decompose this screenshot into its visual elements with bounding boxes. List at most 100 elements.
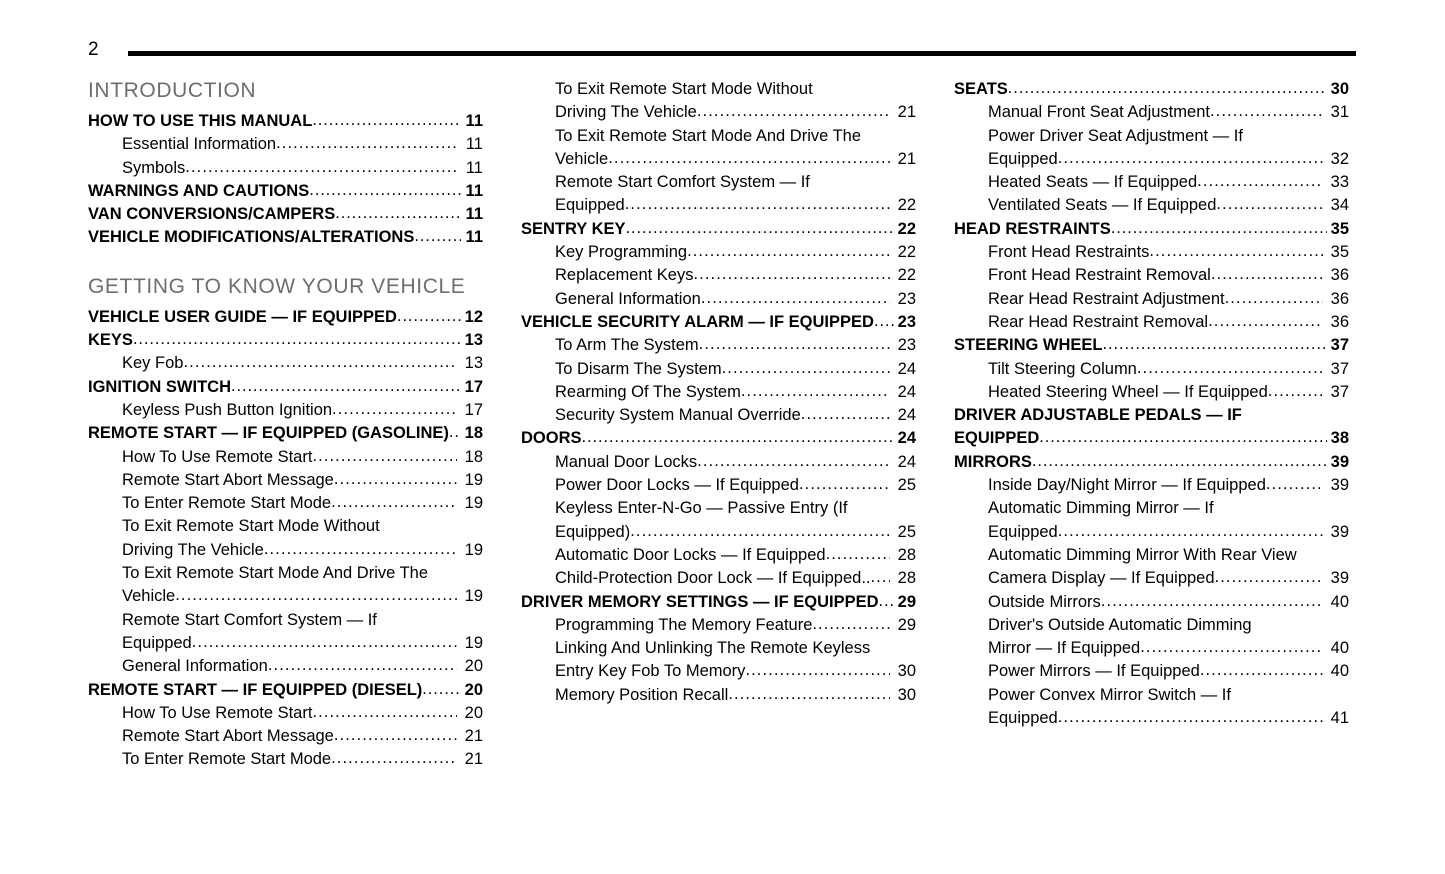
toc-entry-continuation[interactable]: Remote Start Comfort System — If: [88, 609, 483, 632]
toc-entry[interactable]: Automatic Door Locks — If Equipped 28: [521, 544, 916, 567]
toc-entry[interactable]: Driving The Vehicle 19: [88, 539, 483, 562]
toc-entry[interactable]: WARNINGS AND CAUTIONS 11: [88, 180, 483, 203]
toc-entry[interactable]: VEHICLE MODIFICATIONS/ALTERATIONS 11: [88, 226, 483, 249]
toc-entry[interactable]: DRIVER MEMORY SETTINGS — IF EQUIPPED 29: [521, 591, 916, 614]
toc-entry[interactable]: Equipped 41: [954, 707, 1349, 730]
toc-entry[interactable]: Remote Start Abort Message 21: [88, 725, 483, 748]
dot-leader: [185, 156, 457, 179]
toc-entry[interactable]: Outside Mirrors 40: [954, 591, 1349, 614]
toc-entry[interactable]: Remote Start Abort Message 19: [88, 469, 483, 492]
dot-leader: [309, 179, 461, 202]
toc-entry-continuation[interactable]: To Exit Remote Start Mode Without: [521, 78, 916, 101]
toc-entry[interactable]: General Information 23: [521, 288, 916, 311]
toc-entry-title: Mirror — If Equipped: [988, 639, 1141, 658]
dot-leader: [812, 613, 890, 636]
toc-entry-continuation[interactable]: Power Driver Seat Adjustment — If: [954, 125, 1349, 148]
toc-entry[interactable]: VAN CONVERSIONS/CAMPERS 11: [88, 203, 483, 226]
toc-entry[interactable]: Driving The Vehicle 21: [521, 101, 916, 124]
toc-entry[interactable]: Equipped 32: [954, 148, 1349, 171]
toc-entry[interactable]: How To Use Remote Start 18: [88, 446, 483, 469]
toc-entry[interactable]: Rearming Of The System 24: [521, 381, 916, 404]
toc-entry[interactable]: SENTRY KEY 22: [521, 218, 916, 241]
toc-entry[interactable]: Child-Protection Door Lock — If Equipped…: [521, 567, 916, 590]
toc-entry[interactable]: IGNITION SWITCH 17: [88, 376, 483, 399]
toc-entry-title: Automatic Door Locks — If Equipped: [555, 545, 826, 564]
toc-entry-continuation[interactable]: Power Convex Mirror Switch — If: [954, 684, 1349, 707]
toc-entry[interactable]: Rear Head Restraint Removal 36: [954, 311, 1349, 334]
toc-entry[interactable]: Mirror — If Equipped 40: [954, 637, 1349, 660]
toc-entry[interactable]: How To Use Remote Start 20: [88, 702, 483, 725]
toc-entry[interactable]: Programming The Memory Feature 29: [521, 614, 916, 637]
toc-entry-continuation[interactable]: To Exit Remote Start Mode And Drive The: [88, 562, 483, 585]
toc-entry[interactable]: Front Head Restraint Removal 36: [954, 264, 1349, 287]
toc-entry[interactable]: SEATS 30: [954, 78, 1349, 101]
dot-leader: [1058, 147, 1323, 170]
toc-entry[interactable]: HOW TO USE THIS MANUAL 11: [88, 110, 483, 133]
toc-entry-page-number: 23: [897, 336, 916, 355]
toc-entry[interactable]: VEHICLE USER GUIDE — IF EQUIPPED 12: [88, 306, 483, 329]
toc-entry-page-number: 19: [464, 587, 483, 606]
toc-entry[interactable]: Equipped 22: [521, 194, 916, 217]
toc-entry[interactable]: Power Mirrors — If Equipped 40: [954, 660, 1349, 683]
toc-entry[interactable]: Replacement Keys 22: [521, 264, 916, 287]
toc-entry[interactable]: Equipped 19: [88, 632, 483, 655]
toc-entry[interactable]: MIRRORS 39: [954, 451, 1349, 474]
toc-entry[interactable]: VEHICLE SECURITY ALARM — IF EQUIPPED 23: [521, 311, 916, 334]
toc-entry[interactable]: Heated Seats — If Equipped 33: [954, 171, 1349, 194]
toc-entry[interactable]: Equipped) 25: [521, 521, 916, 544]
toc-entry-continuation[interactable]: Keyless Enter-N-Go — Passive Entry (If: [521, 497, 916, 520]
toc-entry[interactable]: REMOTE START — IF EQUIPPED (GASOLINE) 18: [88, 422, 483, 445]
toc-entry[interactable]: HEAD RESTRAINTS 35: [954, 218, 1349, 241]
toc-entry[interactable]: To Enter Remote Start Mode 21: [88, 748, 483, 771]
toc-entry-continuation[interactable]: To Exit Remote Start Mode And Drive The: [521, 125, 916, 148]
toc-entry[interactable]: Front Head Restraints 35: [954, 241, 1349, 264]
toc-entry-continuation[interactable]: Driver's Outside Automatic Dimming: [954, 614, 1349, 637]
toc-entry-title: To Enter Remote Start Mode: [122, 494, 332, 513]
dot-leader: [801, 403, 890, 426]
toc-entry[interactable]: To Arm The System 23: [521, 334, 916, 357]
toc-entry-continuation[interactable]: Linking And Unlinking The Remote Keyless: [521, 637, 916, 660]
toc-entry[interactable]: REMOTE START — IF EQUIPPED (DIESEL) 20: [88, 679, 483, 702]
toc-entry[interactable]: Heated Steering Wheel — If Equipped 37: [954, 381, 1349, 404]
toc-entry-continuation[interactable]: To Exit Remote Start Mode Without: [88, 515, 483, 538]
toc-entry[interactable]: General Information 20: [88, 655, 483, 678]
toc-entry-title: Replacement Keys: [555, 266, 694, 285]
toc-entry-continuation[interactable]: Automatic Dimming Mirror With Rear View: [954, 544, 1349, 567]
toc-entry[interactable]: Ventilated Seats — If Equipped 34: [954, 194, 1349, 217]
toc-entry-continuation[interactable]: Remote Start Comfort System — If: [521, 171, 916, 194]
toc-entry[interactable]: Rear Head Restraint Adjustment 36: [954, 288, 1349, 311]
toc-entry-page-number: 22: [897, 219, 916, 238]
toc-entry[interactable]: Vehicle 21: [521, 148, 916, 171]
toc-entry-continuation[interactable]: Automatic Dimming Mirror — If: [954, 497, 1349, 520]
toc-entry[interactable]: Keyless Push Button Ignition 17: [88, 399, 483, 422]
toc-entry-title: WARNINGS AND CAUTIONS: [88, 181, 310, 200]
toc-entry[interactable]: Memory Position Recall 30: [521, 684, 916, 707]
toc-entry-title: Equipped: [988, 709, 1058, 728]
toc-entry[interactable]: DOORS 24: [521, 427, 916, 450]
toc-entry[interactable]: Camera Display — If Equipped 39: [954, 567, 1349, 590]
toc-entry[interactable]: KEYS 13: [88, 329, 483, 352]
toc-entry-title: Linking And Unlinking The Remote Keyless: [555, 639, 871, 658]
toc-entry[interactable]: Equipped 39: [954, 521, 1349, 544]
toc-entry[interactable]: Essential Information 11: [88, 133, 483, 156]
toc-entry[interactable]: Symbols 11: [88, 157, 483, 180]
toc-entry[interactable]: Key Fob 13: [88, 352, 483, 375]
toc-entry[interactable]: EQUIPPED 38: [954, 427, 1349, 450]
toc-entry-title: Vehicle: [555, 149, 609, 168]
toc-entry-page-number: 29: [897, 592, 916, 611]
toc-entry[interactable]: Manual Door Locks 24: [521, 451, 916, 474]
toc-entry[interactable]: Security System Manual Override 24: [521, 404, 916, 427]
toc-entry[interactable]: Inside Day/Night Mirror — If Equipped 39: [954, 474, 1349, 497]
toc-entry-continuation[interactable]: DRIVER ADJUSTABLE PEDALS — IF: [954, 404, 1349, 427]
toc-entry[interactable]: Key Programming 22: [521, 241, 916, 264]
toc-entry[interactable]: Vehicle 19: [88, 585, 483, 608]
dot-leader: [1211, 263, 1323, 286]
toc-entry[interactable]: To Enter Remote Start Mode 19: [88, 492, 483, 515]
toc-entry[interactable]: Tilt Steering Column 37: [954, 358, 1349, 381]
toc-entry[interactable]: Power Door Locks — If Equipped 25: [521, 474, 916, 497]
toc-entry[interactable]: Manual Front Seat Adjustment 31: [954, 101, 1349, 124]
toc-entry-title: Heated Seats — If Equipped: [988, 173, 1198, 192]
toc-entry[interactable]: To Disarm The System 24: [521, 358, 916, 381]
toc-entry[interactable]: STEERING WHEEL 37: [954, 334, 1349, 357]
toc-entry[interactable]: Entry Key Fob To Memory 30: [521, 660, 916, 683]
